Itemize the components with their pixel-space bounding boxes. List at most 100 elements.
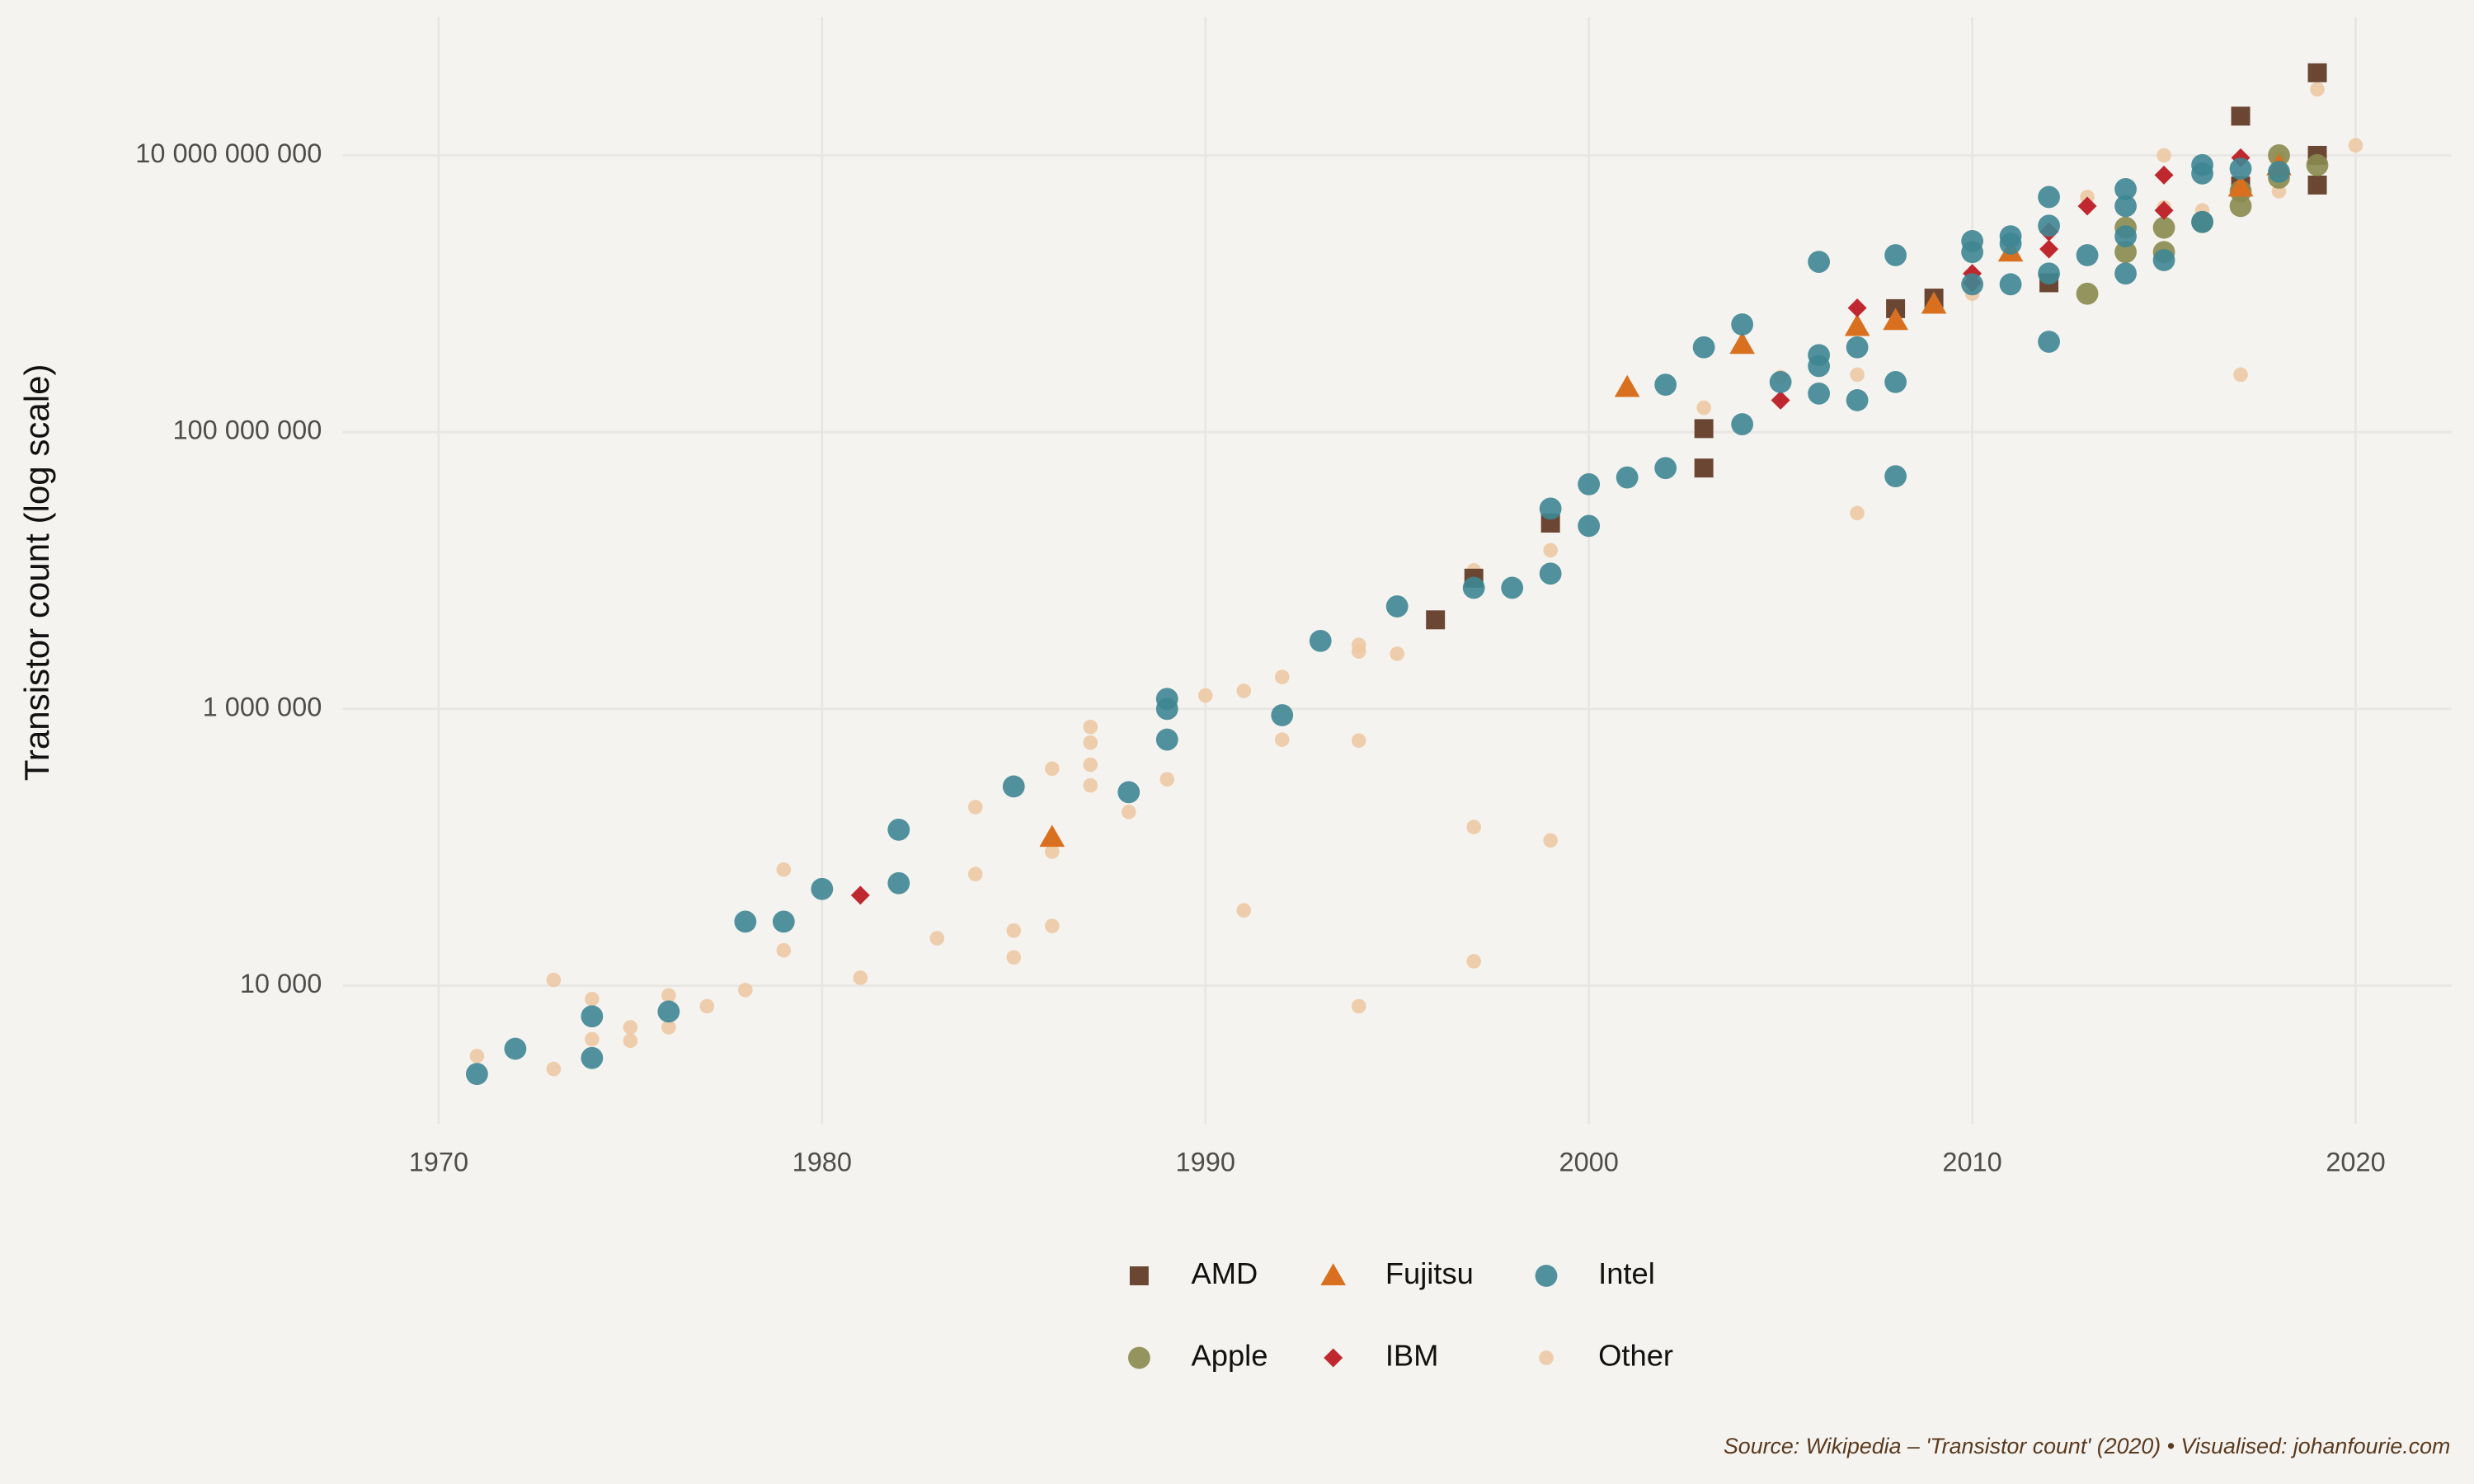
point (546, 1061, 562, 1077)
legend-marker (1535, 1265, 1558, 1287)
x-tick-label: 1970 (409, 1147, 468, 1176)
point (1729, 331, 1755, 355)
legend-marker (1539, 1350, 1554, 1365)
point (1654, 457, 1677, 480)
point (2348, 138, 2363, 153)
point (1846, 389, 1869, 411)
point (811, 877, 834, 900)
point (1083, 719, 1098, 735)
point (1274, 669, 1290, 684)
y-tick-label: 10 000 (240, 969, 322, 998)
point (1083, 757, 1098, 773)
point (2307, 175, 2327, 195)
point (1539, 497, 1562, 520)
point (1543, 833, 1558, 848)
point (1808, 251, 1831, 273)
point (1385, 595, 1409, 618)
caption: Source: Wikipedia – 'Transistor count' (… (1724, 1434, 2450, 1458)
point (1884, 371, 1907, 393)
point (2038, 214, 2060, 237)
point (2154, 200, 2174, 220)
point (2038, 186, 2060, 209)
y-axis-title: Transistor count (log scale) (17, 364, 56, 781)
point (887, 818, 910, 841)
point (1850, 367, 1865, 383)
point (469, 1049, 485, 1064)
legend-label: Other (1598, 1339, 1673, 1373)
legend-label: AMD (1192, 1256, 1258, 1290)
point (1921, 291, 1947, 314)
point (1462, 576, 1485, 599)
point (887, 871, 910, 895)
point (1155, 697, 1178, 721)
point (2114, 262, 2137, 285)
point (2307, 63, 2327, 82)
point (1884, 465, 1907, 488)
point (2191, 210, 2213, 233)
point (581, 1005, 604, 1028)
point (1543, 542, 1558, 558)
point (1351, 998, 1366, 1014)
point (2268, 161, 2290, 183)
point (1808, 344, 1831, 367)
point (772, 910, 795, 933)
point (1002, 775, 1025, 798)
point (657, 1000, 680, 1023)
x-tick-label: 1980 (793, 1147, 852, 1176)
y-tick-label: 10 000 000 000 (135, 139, 322, 168)
point (1390, 646, 1404, 661)
point (585, 1031, 600, 1047)
legend-label: Fujitsu (1385, 1256, 1474, 1290)
point (1731, 413, 1754, 435)
point (1006, 950, 1022, 965)
point (738, 983, 753, 998)
point (1808, 382, 1831, 405)
point (2227, 174, 2254, 197)
point (661, 988, 676, 1003)
point (1155, 728, 1178, 751)
legend-marker (1127, 1346, 1150, 1369)
point (1309, 629, 1332, 652)
x-tick-label: 1990 (1176, 1147, 1235, 1176)
point (1884, 244, 1907, 266)
point (1769, 371, 1792, 393)
point (929, 931, 945, 946)
point (1999, 225, 2022, 248)
point (1044, 918, 1060, 933)
point (1351, 733, 1366, 749)
legend: AMD Apple Fujitsu IBM Intel Other (1127, 1256, 1673, 1373)
point (1961, 230, 1983, 252)
point (2114, 195, 2137, 218)
point (1236, 903, 1252, 918)
point (581, 1046, 604, 1069)
point (1692, 336, 1715, 359)
point (734, 910, 757, 933)
point (1466, 819, 1481, 834)
point (2076, 282, 2099, 305)
grid (342, 16, 2452, 1125)
x-tick-label: 2000 (1559, 1147, 1618, 1176)
x-tick-label: 2010 (1942, 1147, 2001, 1176)
point (1883, 308, 1908, 331)
point (465, 1063, 488, 1086)
point (2038, 262, 2060, 285)
point (776, 942, 792, 958)
legend-label: Apple (1192, 1339, 1268, 1373)
point (1083, 777, 1098, 793)
y-tick-label: 100 000 000 (172, 416, 322, 445)
point (2114, 225, 2137, 248)
point (2231, 106, 2251, 126)
point (1694, 419, 1714, 439)
legend-marker (1129, 1266, 1149, 1285)
legend-marker (1320, 1263, 1347, 1285)
point (2038, 331, 2060, 353)
point (1159, 772, 1175, 787)
point (585, 992, 600, 1007)
point (2191, 153, 2213, 176)
point (699, 998, 715, 1014)
point (2114, 241, 2137, 264)
point (1274, 732, 1290, 747)
point (2039, 239, 2059, 259)
